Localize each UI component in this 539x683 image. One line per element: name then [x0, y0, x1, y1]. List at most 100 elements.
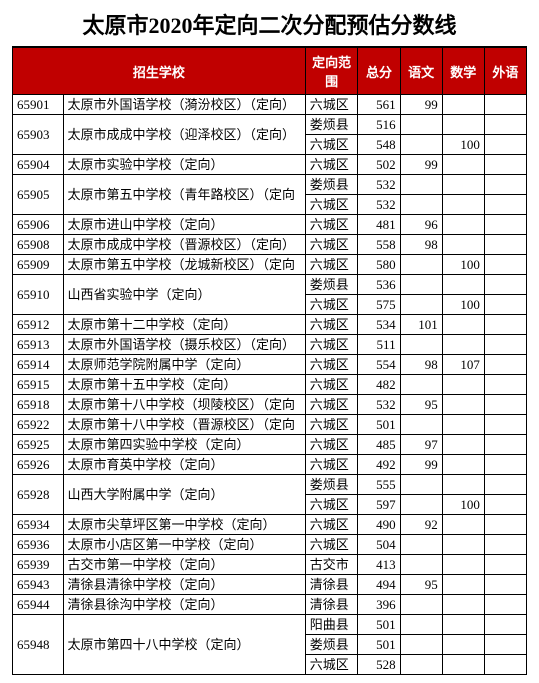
cell-scope: 六城区 [305, 155, 358, 175]
cell-chinese [400, 175, 442, 195]
cell-scope: 六城区 [305, 135, 358, 155]
col-eng-header: 外语 [484, 48, 526, 95]
cell-english [484, 235, 526, 255]
cell-code: 65910 [13, 275, 64, 315]
table-row: 65918太原市第十八中学校（坝陵校区）（定向六城区53295 [13, 395, 527, 415]
cell-chinese: 99 [400, 95, 442, 115]
col-scope-header: 定向范围 [305, 48, 358, 95]
cell-scope: 六城区 [305, 335, 358, 355]
cell-math [442, 535, 484, 555]
cell-total: 558 [358, 235, 400, 255]
cell-code: 65915 [13, 375, 64, 395]
cell-english [484, 315, 526, 335]
table-row: 65912太原市第十二中学校（定向）六城区534101 [13, 315, 527, 335]
cell-scope: 六城区 [305, 255, 358, 275]
cell-english [484, 555, 526, 575]
cell-code: 65926 [13, 455, 64, 475]
cell-scope: 六城区 [305, 355, 358, 375]
cell-school: 太原市第四十八中学校（定向） [63, 615, 305, 675]
cell-english [484, 415, 526, 435]
cell-math [442, 215, 484, 235]
cell-chinese [400, 535, 442, 555]
cell-scope: 六城区 [305, 535, 358, 555]
cell-english [484, 175, 526, 195]
cell-school: 太原市第十二中学校（定向） [63, 315, 305, 335]
score-table: 招生学校 定向范围 总分 语文 数学 外语 65901太原市外国语学校（漪汾校区… [12, 47, 527, 675]
col-total-header: 总分 [358, 48, 400, 95]
table-row: 65905太原市第五中学校（青年路校区）（定向娄烦县532 [13, 175, 527, 195]
cell-total: 554 [358, 355, 400, 375]
cell-code: 65936 [13, 535, 64, 555]
cell-scope: 六城区 [305, 515, 358, 535]
cell-english [484, 595, 526, 615]
cell-total: 575 [358, 295, 400, 315]
cell-total: 532 [358, 175, 400, 195]
cell-english [484, 355, 526, 375]
table-row: 65934太原市尖草坪区第一中学校（定向）六城区49092 [13, 515, 527, 535]
cell-chinese [400, 295, 442, 315]
cell-total: 501 [358, 415, 400, 435]
cell-chinese [400, 615, 442, 635]
cell-code: 65912 [13, 315, 64, 335]
cell-chinese [400, 635, 442, 655]
cell-total: 580 [358, 255, 400, 275]
table-row: 65939古交市第一中学校（定向）古交市413 [13, 555, 527, 575]
cell-school: 太原市育英中学校（定向） [63, 455, 305, 475]
cell-code: 65922 [13, 415, 64, 435]
cell-total: 555 [358, 475, 400, 495]
cell-chinese [400, 275, 442, 295]
cell-chinese: 98 [400, 355, 442, 375]
cell-total: 396 [358, 595, 400, 615]
cell-scope: 六城区 [305, 235, 358, 255]
cell-code: 65928 [13, 475, 64, 515]
cell-chinese [400, 375, 442, 395]
cell-total: 502 [358, 155, 400, 175]
cell-math [442, 335, 484, 355]
cell-code: 65934 [13, 515, 64, 535]
cell-english [484, 95, 526, 115]
table-row: 65944清徐县徐沟中学校（定向）清徐县396 [13, 595, 527, 615]
cell-math [442, 115, 484, 135]
cell-chinese [400, 255, 442, 275]
col-chn-header: 语文 [400, 48, 442, 95]
cell-scope: 六城区 [305, 375, 358, 395]
cell-math: 100 [442, 135, 484, 155]
cell-code: 65914 [13, 355, 64, 375]
cell-math [442, 175, 484, 195]
table-row: 65908太原市成成中学校（晋源校区）（定向）六城区55898 [13, 235, 527, 255]
cell-math: 100 [442, 255, 484, 275]
cell-total: 501 [358, 635, 400, 655]
cell-english [484, 655, 526, 675]
cell-scope: 六城区 [305, 195, 358, 215]
cell-english [484, 435, 526, 455]
cell-math [442, 595, 484, 615]
cell-school: 太原市第十八中学校（晋源校区）（定向 [63, 415, 305, 435]
table-row: 65915太原市第十五中学校（定向）六城区482 [13, 375, 527, 395]
cell-math: 100 [442, 495, 484, 515]
cell-scope: 六城区 [305, 395, 358, 415]
cell-school: 太原市第四实验中学校（定向） [63, 435, 305, 455]
cell-english [484, 495, 526, 515]
col-school-header: 招生学校 [13, 48, 306, 95]
table-row: 65943清徐县清徐中学校（定向）清徐县49495 [13, 575, 527, 595]
cell-chinese [400, 595, 442, 615]
cell-scope: 六城区 [305, 215, 358, 235]
cell-school: 太原市成成中学校（迎泽校区）（定向） [63, 115, 305, 155]
cell-code: 65903 [13, 115, 64, 155]
cell-math [442, 615, 484, 635]
cell-school: 太原师范学院附属中学（定向） [63, 355, 305, 375]
cell-math [442, 635, 484, 655]
cell-school: 太原市第十五中学校（定向） [63, 375, 305, 395]
cell-code: 65908 [13, 235, 64, 255]
cell-code: 65939 [13, 555, 64, 575]
table-header-row: 招生学校 定向范围 总分 语文 数学 外语 [13, 48, 527, 95]
cell-chinese: 97 [400, 435, 442, 455]
cell-total: 548 [358, 135, 400, 155]
cell-chinese: 101 [400, 315, 442, 335]
cell-total: 494 [358, 575, 400, 595]
cell-english [484, 635, 526, 655]
cell-math [442, 435, 484, 455]
cell-code: 65906 [13, 215, 64, 235]
cell-math [442, 235, 484, 255]
cell-math [442, 455, 484, 475]
